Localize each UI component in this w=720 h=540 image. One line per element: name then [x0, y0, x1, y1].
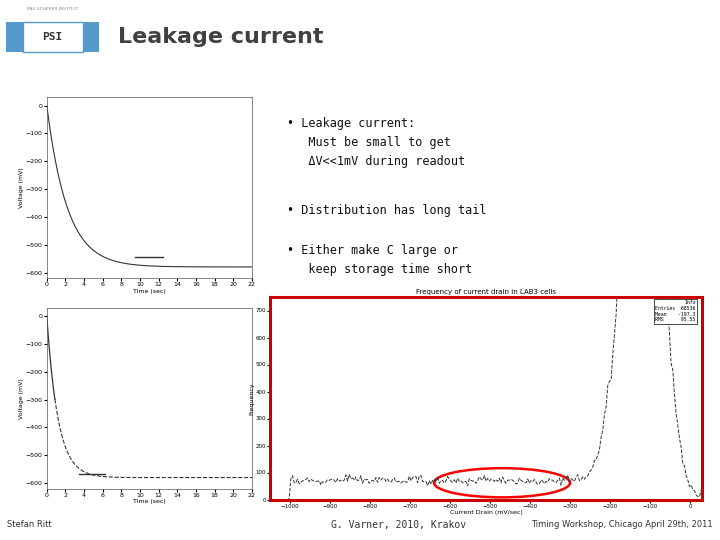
Text: PSI: PSI	[42, 32, 63, 42]
X-axis label: Current Drain (mV/sec): Current Drain (mV/sec)	[449, 510, 523, 515]
Text: Info
Entries  68536
Mean    -197.3
RMS      95.55: Info Entries 68536 Mean -197.3 RMS 95.55	[655, 300, 696, 322]
Text: • Distribution has long tail: • Distribution has long tail	[287, 204, 487, 217]
Y-axis label: Voltage (mV): Voltage (mV)	[19, 167, 24, 208]
X-axis label: Time (sec): Time (sec)	[133, 289, 166, 294]
Text: • Leakage current:
   Must be small to get
   ΔV<<1mV during readout: • Leakage current: Must be small to get …	[287, 117, 465, 168]
Text: G. Varner, 2010, Krakov: G. Varner, 2010, Krakov	[331, 519, 467, 530]
X-axis label: Time (sec): Time (sec)	[133, 500, 166, 504]
Text: Stefan Ritt: Stefan Ritt	[7, 520, 52, 529]
FancyBboxPatch shape	[22, 22, 83, 52]
Y-axis label: Frequency: Frequency	[249, 382, 254, 415]
FancyBboxPatch shape	[83, 22, 99, 52]
Y-axis label: Voltage (mV): Voltage (mV)	[19, 378, 24, 419]
Title: Frequency of current drain in LAB3 cells: Frequency of current drain in LAB3 cells	[416, 289, 556, 295]
Text: • Either make C large or
   keep storage time short: • Either make C large or keep storage ti…	[287, 244, 472, 276]
Text: Leakage current: Leakage current	[117, 28, 323, 48]
Text: PAU SCHERER INSTITUT: PAU SCHERER INSTITUT	[27, 7, 78, 11]
FancyBboxPatch shape	[6, 22, 22, 52]
Text: Timing Workshop, Chicago April 29th, 2011: Timing Workshop, Chicago April 29th, 201…	[531, 520, 713, 529]
